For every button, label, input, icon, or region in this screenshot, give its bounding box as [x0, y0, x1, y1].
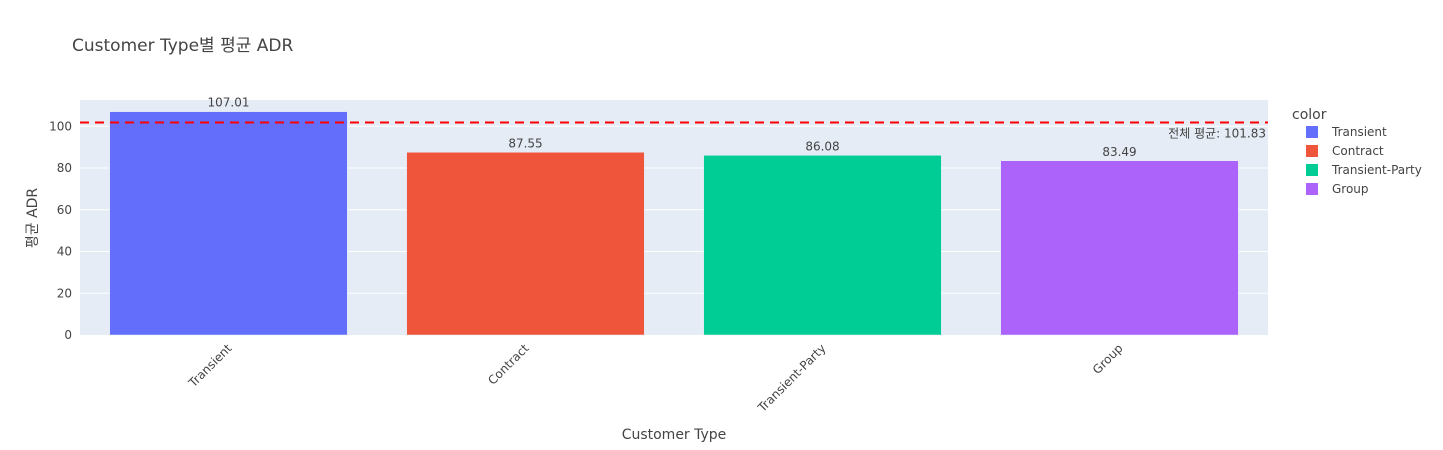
y-tick-label: 0	[64, 328, 72, 342]
bar-transient	[109, 111, 348, 336]
legend-item-label: Transient-Party	[1331, 163, 1422, 177]
bar-transient-party	[703, 155, 942, 336]
legend-swatch	[1306, 183, 1318, 195]
data-label: 107.01	[208, 96, 250, 110]
legend-swatch	[1306, 164, 1318, 176]
legend-item-label: Transient	[1331, 125, 1387, 139]
bar-group	[1000, 160, 1239, 336]
y-tick-label: 60	[57, 203, 72, 217]
legend-title: color	[1292, 107, 1327, 123]
data-label: 83.49	[1102, 145, 1136, 159]
x-tick-label: Group	[1090, 341, 1126, 377]
data-labels: 107.01 87.55 86.08 83.49	[208, 96, 1137, 159]
y-tick-label: 40	[57, 245, 72, 259]
reference-line-label: 전체 평균: 101.83	[1168, 126, 1266, 140]
y-tick-label: 20	[57, 286, 72, 300]
y-axis-title: 평균 ADR	[25, 188, 41, 249]
x-axis-title: Customer Type	[622, 427, 727, 443]
legend: color Transient Contract Transient-Party Gr…	[1292, 107, 1422, 196]
chart-title: Customer Type별 평균 ADR	[72, 36, 293, 56]
x-tick-label: Transient-Party	[754, 341, 828, 415]
x-tick-label: Contract	[485, 341, 532, 388]
legend-swatch	[1306, 145, 1318, 157]
legend-item-label: Group	[1332, 182, 1369, 196]
x-tick-label: Transient	[185, 341, 235, 391]
data-label: 87.55	[508, 136, 542, 150]
data-label: 86.08	[805, 139, 839, 153]
y-tick-label: 100	[49, 119, 72, 133]
bar-contract	[406, 152, 645, 336]
y-tick-label: 80	[57, 161, 72, 175]
legend-item-label: Contract	[1332, 144, 1384, 158]
bars	[109, 111, 1239, 336]
reference-line-group: 전체 평균: 101.83	[80, 121, 1268, 140]
legend-swatch	[1306, 126, 1318, 138]
